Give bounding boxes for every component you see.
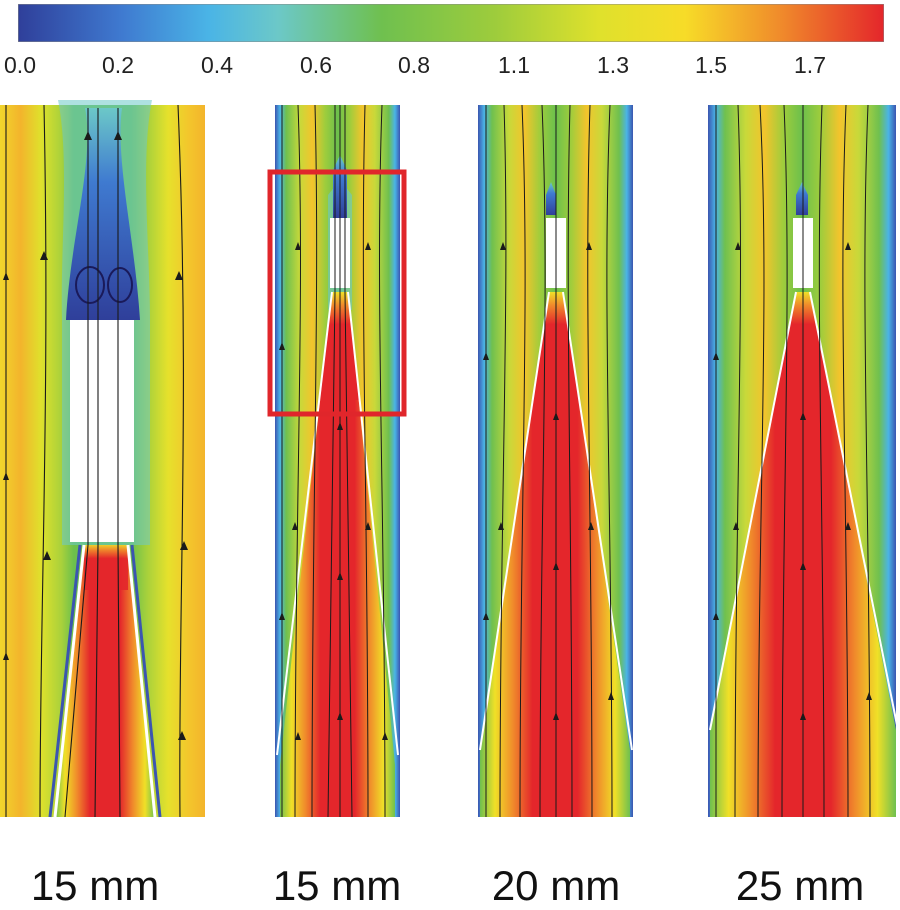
colorbar-tick-label: 0.8 xyxy=(398,52,430,78)
field-panel-2 xyxy=(267,104,407,818)
zoom-highlight-box xyxy=(267,169,407,417)
panel-caption: 15 mm xyxy=(30,862,160,909)
field-panel-3 xyxy=(478,104,633,818)
panel-caption: 20 mm xyxy=(491,862,621,909)
colorbar xyxy=(18,4,884,42)
field-panel-4 xyxy=(708,104,899,818)
velocity-field-panels xyxy=(0,100,899,818)
colorbar-tick-label: 1.5 xyxy=(695,52,727,78)
panel-caption: 15 mm xyxy=(272,862,402,909)
colorbar-tick-label: 0.2 xyxy=(102,52,134,78)
colorbar-tick-label: 1.1 xyxy=(498,52,530,78)
colorbar-tick-label: 1.7 xyxy=(794,52,826,78)
colorbar-tick-label: 1.3 xyxy=(597,52,629,78)
colorbar-tick-label: 0.4 xyxy=(201,52,233,78)
colorbar-tick-label: 0.0 xyxy=(4,52,36,78)
panel-caption: 25 mm xyxy=(735,862,865,909)
field-panel-1 xyxy=(0,100,205,818)
colorbar-tick-label: 0.6 xyxy=(300,52,332,78)
